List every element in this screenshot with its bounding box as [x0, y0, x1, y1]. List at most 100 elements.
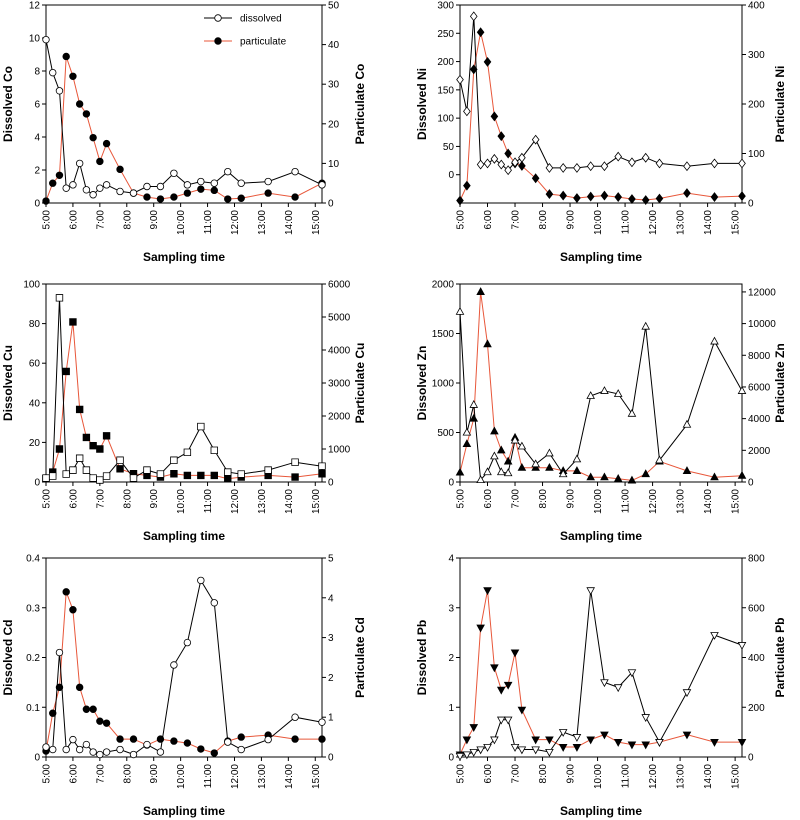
dissolved-data-point: [318, 181, 326, 189]
particulate-data-point: [469, 724, 479, 732]
x-tick-label: 6:00: [68, 764, 79, 784]
particulate-data-point: [510, 649, 520, 658]
dissolved-data-point: [737, 642, 747, 650]
x-axis-label: Sampling time: [560, 250, 642, 264]
x-tick-label: 11:00: [203, 764, 214, 789]
particulate-data-point: [183, 189, 192, 197]
dissolved-data-point: [496, 467, 506, 476]
dissolved-series-line: [459, 16, 742, 171]
x-tick-label: 5:00: [42, 489, 53, 509]
dissolved-data-point: [143, 466, 151, 474]
right-tick-label: 0: [328, 478, 334, 489]
dissolved-data-point: [55, 87, 64, 95]
dissolved-data-point: [42, 743, 50, 751]
particulate-data-point: [462, 736, 472, 745]
left-tick-label: 1500: [432, 329, 455, 340]
dissolved-data-point: [197, 422, 205, 431]
particulate-data-point: [737, 470, 747, 479]
particulate-data-point: [89, 133, 97, 142]
dissolved-data-point: [210, 179, 218, 187]
dissolved-data-point: [627, 408, 637, 417]
dissolved-data-point: [143, 740, 151, 749]
x-tick-label: 9:00: [149, 489, 160, 509]
dissolved-series-line: [459, 590, 743, 757]
x-tick-label: 12:00: [648, 489, 659, 514]
particulate-data-point: [476, 27, 485, 38]
particulate-data-point: [497, 131, 506, 142]
x-tick-label: 6:00: [483, 210, 494, 230]
dissolved-data-point: [456, 74, 464, 85]
x-tick-label: 15:00: [731, 764, 742, 789]
particulate-data-point: [264, 189, 272, 197]
particulate-data-point: [496, 686, 506, 695]
particulate-data-point: [600, 190, 609, 201]
particulate-data-point: [170, 470, 178, 478]
particulate-data-point: [483, 56, 492, 67]
dissolved-data-point: [683, 161, 691, 172]
dissolved-data-point: [42, 474, 50, 482]
left-tick-label: 200: [437, 57, 454, 68]
dissolved-data-point: [318, 462, 326, 470]
x-tick-label: 8:00: [122, 489, 133, 509]
plot-frame: [459, 4, 743, 204]
particulate-data-point: [710, 739, 719, 747]
particulate-data-point: [89, 705, 97, 713]
dissolved-series-line: [459, 311, 743, 482]
dissolved-data-point: [476, 475, 485, 484]
particulate-data-point: [682, 466, 692, 474]
x-tick-label: 5:00: [456, 489, 467, 509]
x-tick-label: 12:00: [648, 764, 659, 789]
dissolved-data-point: [531, 459, 540, 468]
particulate-data-point: [129, 735, 138, 743]
dissolved-data-point: [531, 134, 540, 145]
plot-frame: [45, 557, 323, 758]
dissolved-data-point: [69, 181, 77, 189]
particulate-data-point: [116, 165, 124, 174]
x-tick-label: 10:00: [176, 210, 187, 235]
particulate-data-point: [62, 367, 70, 376]
dissolved-data-point: [143, 182, 151, 191]
x-tick-label: 7:00: [511, 210, 522, 230]
particulate-data-point: [503, 681, 513, 690]
dissolved-data-point: [102, 472, 111, 480]
dissolved-data-point: [572, 734, 582, 742]
y-axis-label-left: Dissolved Zn: [415, 346, 429, 421]
particulate-data-point: [96, 157, 104, 166]
dissolved-data-point: [517, 441, 527, 450]
panel-co: 0 2 4 6 8 10 12 0 10 20 30 40 50 5:00 6:00 7:00 8:00 9:00…: [1, 1, 367, 265]
particulate-data-point: [504, 148, 512, 159]
left-tick-label: 250: [437, 29, 454, 40]
particulate-data-point: [116, 465, 124, 473]
left-tick-label: 8: [34, 67, 40, 78]
dissolved-data-point: [75, 454, 84, 462]
dissolved-data-point: [129, 189, 138, 197]
dissolved-data-point: [496, 716, 506, 725]
dissolved-data-point: [42, 35, 50, 44]
right-tick-label: 800: [748, 554, 765, 565]
particulate-data-point: [224, 195, 232, 203]
left-tick-label: 60: [29, 359, 41, 370]
left-tick-label: 80: [29, 319, 41, 330]
right-tick-label: 6000: [328, 280, 351, 291]
particulate-data-point: [496, 445, 506, 454]
particulate-data-point: [710, 472, 719, 481]
x-tick-label: 6:00: [68, 489, 79, 509]
x-tick-label: 6:00: [483, 764, 494, 784]
right-tick-label: 10000: [748, 319, 776, 330]
particulate-data-point: [75, 100, 84, 108]
left-tick-label: 10: [29, 34, 41, 45]
dissolved-data-point: [210, 446, 218, 455]
dissolved-data-point: [291, 713, 299, 721]
right-tick-label: 100: [748, 149, 765, 160]
dissolved-data-point: [197, 177, 205, 186]
dissolved-data-point: [655, 158, 664, 169]
x-tick-label: 6:00: [68, 210, 79, 230]
x-tick-label: 7:00: [95, 764, 106, 784]
left-tick-label: 1000: [432, 379, 455, 390]
particulate-series-line: [459, 590, 742, 755]
dissolved-data-point: [69, 735, 77, 744]
dissolved-data-point: [49, 472, 57, 480]
x-tick-label: 10:00: [593, 210, 604, 235]
dissolved-data-point: [490, 153, 499, 164]
dissolved-data-point: [224, 167, 232, 176]
